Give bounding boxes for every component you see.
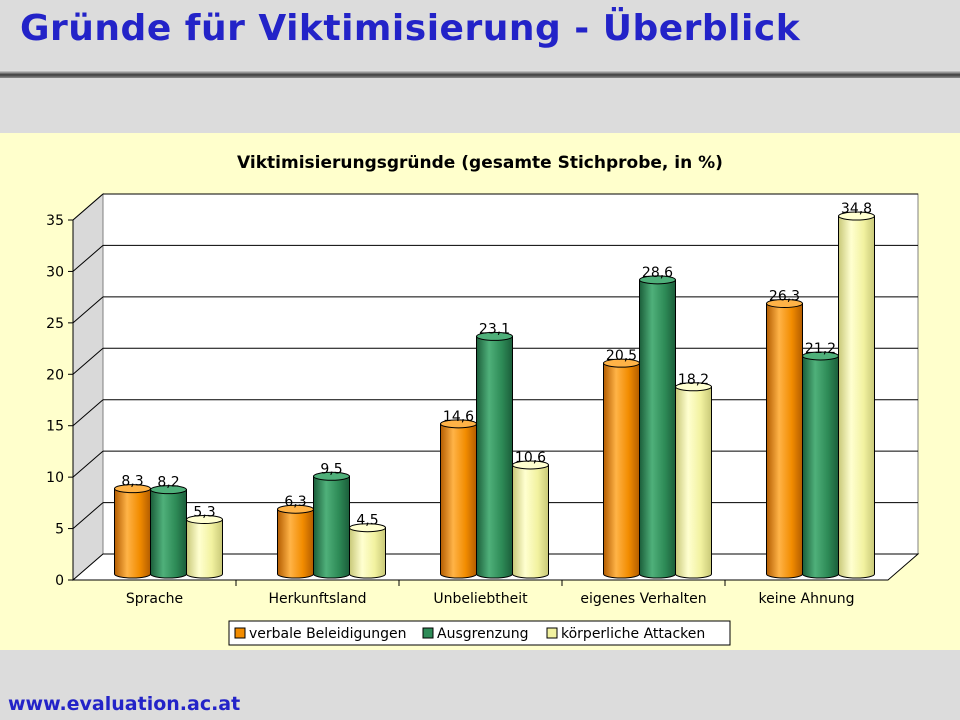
- bar-körperliche-attacken: [675, 382, 712, 579]
- bar-body: [838, 215, 875, 579]
- bar-body: [639, 279, 676, 579]
- bar-ausgrenzung: [313, 471, 350, 579]
- bar-ausgrenzung: [150, 485, 187, 579]
- bar-verbale-beleidigungen: [440, 419, 477, 579]
- bar-ausgrenzung: [639, 275, 676, 579]
- data-label: 21,2: [805, 341, 836, 357]
- x-tick-label: Unbeliebtheit: [433, 591, 528, 607]
- bar-top: [512, 460, 549, 470]
- bar-ausgrenzung: [802, 351, 839, 579]
- legend-label: körperliche Attacken: [561, 626, 705, 642]
- data-label: 10,6: [515, 450, 546, 466]
- bar-body: [603, 362, 640, 579]
- bar-top: [313, 471, 350, 481]
- plot-side-wall: [72, 192, 104, 582]
- bar-body: [313, 475, 350, 579]
- chart-panel: Viktimisierungsgründe (gesamte Stichprob…: [0, 133, 960, 650]
- bar-top: [766, 298, 803, 308]
- gridline-side: [72, 450, 104, 478]
- bar-körperliche-attacken: [512, 460, 549, 579]
- legend-label: Ausgrenzung: [437, 626, 529, 642]
- bar-top: [349, 523, 386, 533]
- bar-verbale-beleidigungen: [277, 504, 314, 579]
- y-tick-label: 25: [46, 316, 64, 332]
- gridline-side: [72, 399, 104, 427]
- bar-verbale-beleidigungen: [603, 358, 640, 579]
- legend-swatch: [546, 627, 558, 639]
- legend-swatch: [422, 627, 434, 639]
- y-tick-label: 35: [46, 213, 64, 229]
- bar-verbale-beleidigungen: [766, 298, 803, 579]
- x-tick-label: eigenes Verhalten: [580, 591, 706, 607]
- data-label: 5,3: [193, 504, 215, 520]
- y-tick-label: 15: [46, 419, 64, 435]
- bar-top: [150, 485, 187, 495]
- y-tick-label: 10: [46, 470, 64, 486]
- bar-top: [186, 514, 223, 524]
- title-divider: [0, 70, 960, 78]
- y-tick-label: 5: [55, 522, 64, 538]
- data-label: 18,2: [678, 372, 709, 388]
- data-label: 8,2: [157, 475, 179, 491]
- bar-body: [766, 302, 803, 579]
- x-tick-label: Sprache: [126, 591, 183, 607]
- data-label: 14,6: [443, 409, 474, 425]
- bar-ausgrenzung: [476, 331, 513, 579]
- bar-body: [277, 508, 314, 579]
- legend-label: verbale Beleidigungen: [249, 626, 406, 642]
- bar-body: [476, 335, 513, 579]
- bar-body: [349, 527, 386, 579]
- gridline-side: [72, 347, 104, 375]
- y-tick-label: 20: [46, 367, 64, 383]
- y-tick-label: 30: [46, 264, 64, 280]
- x-tick-label: Herkunftsland: [268, 591, 366, 607]
- legend-box: [228, 620, 731, 646]
- bar-body: [675, 386, 712, 579]
- gridline-side: [72, 502, 104, 529]
- data-label: 34,8: [841, 201, 872, 217]
- data-label: 20,5: [606, 348, 637, 364]
- bar-body: [512, 464, 549, 579]
- data-label: 9,5: [320, 461, 342, 477]
- data-label: 4,5: [356, 513, 378, 529]
- data-label: 23,1: [479, 321, 510, 337]
- bar-body: [114, 488, 151, 579]
- data-label: 6,3: [284, 494, 306, 510]
- data-label: 26,3: [769, 288, 800, 304]
- data-label: 8,3: [121, 474, 143, 490]
- bar-top: [639, 275, 676, 285]
- bar-verbale-beleidigungen: [114, 484, 151, 579]
- bar-körperliche-attacken: [349, 523, 386, 579]
- gridline-side: [72, 245, 104, 272]
- bar-körperliche-attacken: [838, 211, 875, 579]
- y-tick-label: 0: [55, 573, 64, 589]
- bar-top: [476, 331, 513, 341]
- bar-body: [802, 355, 839, 579]
- bar-body: [440, 423, 477, 579]
- slide-title: Gründe für Viktimisierung - Überblick: [20, 8, 801, 49]
- bar-top: [675, 382, 712, 392]
- bar-top: [838, 211, 875, 221]
- bar-body: [186, 518, 223, 579]
- bar-body: [150, 489, 187, 579]
- gridline-side: [72, 193, 104, 221]
- footer-url: www.evaluation.ac.at: [8, 693, 241, 715]
- bar-körperliche-attacken: [186, 514, 223, 579]
- x-tick-label: keine Ahnung: [758, 591, 854, 607]
- legend-swatch: [234, 627, 246, 639]
- data-label: 28,6: [642, 265, 673, 281]
- chart-title: Viktimisierungsgründe (gesamte Stichprob…: [237, 153, 723, 173]
- bar-chart: Viktimisierungsgründe (gesamte Stichprob…: [46, 153, 920, 646]
- gridline-side: [72, 296, 104, 324]
